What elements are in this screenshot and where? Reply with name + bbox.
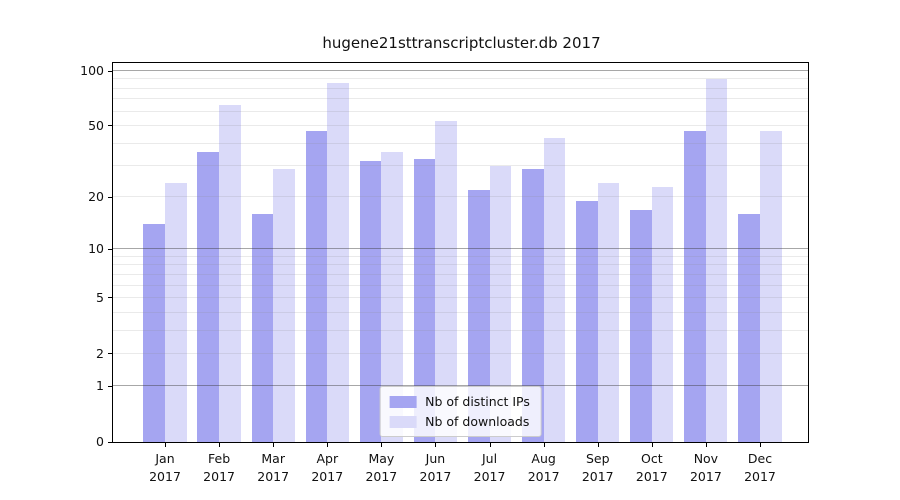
x-tick-label-12: Dec 2017	[744, 451, 776, 484]
y-tick-mark-0	[108, 441, 112, 443]
legend: Nb of distinct IPs Nb of downloads	[379, 386, 542, 437]
gridline-minor-70	[113, 98, 808, 100]
x-tick-mark-4	[327, 443, 329, 447]
bar-dec-2017-s1	[759, 130, 782, 442]
x-tick-mark-1	[165, 443, 166, 447]
x-tick-label-2: Feb 2017	[203, 451, 235, 484]
y-tick-label-1: 1	[96, 378, 104, 394]
x-tick-mark-5	[381, 443, 383, 447]
bar-oct-2017-s1	[651, 186, 674, 442]
bar-feb-2017-s1	[219, 105, 241, 442]
gridline-minor-90	[113, 78, 808, 80]
bar-jan-2017-s0	[143, 224, 165, 442]
bar-jun-2017-s0	[413, 158, 436, 442]
x-tick-mark-9	[597, 443, 599, 447]
bar-aug-2017-s0	[522, 168, 544, 442]
bar-nov-2017-s0	[684, 130, 706, 442]
bar-jan-2017-s1	[165, 183, 187, 442]
gridline-minor-60	[113, 110, 808, 112]
bar-oct-2017-s0	[630, 209, 652, 442]
gridline-minor-8	[113, 264, 808, 266]
y-tick-label-100: 100	[80, 63, 104, 79]
gridline-minor-40	[113, 142, 808, 144]
x-tick-mark-8	[543, 443, 545, 447]
y-tick-label-10: 10	[88, 241, 104, 257]
gridline-minor-80	[113, 87, 808, 89]
bar-apr-2017-s0	[305, 130, 328, 442]
x-tick-label-10: Oct 2017	[635, 451, 668, 484]
bar-may-2017-s1	[381, 151, 403, 442]
x-tick-mark-12	[759, 443, 761, 447]
y-tick-mark-5	[108, 297, 112, 299]
bar-nov-2017-s1	[705, 79, 728, 442]
bar-apr-2017-s1	[327, 83, 349, 442]
y-tick-label-2: 2	[96, 345, 104, 361]
legend-label-downloads: Nb of downloads	[425, 414, 530, 429]
gridline-minor-4	[113, 311, 808, 313]
y-tick-label-50: 50	[88, 117, 104, 133]
bar-jul-2017-s0	[467, 189, 490, 442]
gridline-minor-3	[113, 329, 808, 331]
gridline-minor-7	[113, 273, 808, 275]
gridline-major-100	[113, 70, 808, 72]
legend-swatch-distinct-ips	[389, 395, 417, 408]
x-tick-mark-10	[651, 443, 653, 447]
legend-label-distinct-ips: Nb of distinct IPs	[425, 394, 530, 409]
bar-mar-2017-s0	[251, 214, 274, 442]
bar-may-2017-s0	[359, 160, 382, 442]
y-tick-label-20: 20	[88, 189, 104, 205]
x-tick-mark-3	[273, 443, 275, 447]
gridline-minor-6	[113, 284, 808, 286]
bar-mar-2017-s1	[273, 168, 295, 442]
x-tick-label-11: Nov 2017	[689, 451, 722, 484]
y-tick-mark-100	[108, 70, 112, 72]
x-tick-mark-2	[219, 443, 221, 447]
bar-dec-2017-s0	[738, 214, 760, 442]
gridline-minor-5	[113, 296, 808, 298]
y-tick-label-0: 0	[96, 434, 104, 449]
bar-jun-2017-s1	[435, 121, 458, 442]
x-tick-label-9: Sep 2017	[581, 451, 614, 484]
x-tick-label-4: Apr 2017	[311, 451, 344, 484]
legend-item-distinct-ips: Nb of distinct IPs	[389, 394, 530, 409]
gridline-major-1	[113, 385, 808, 387]
gridline-minor-20	[113, 196, 808, 198]
bar-sep-2017-s1	[597, 183, 620, 442]
gridline-minor-30	[113, 164, 808, 166]
bar-aug-2017-s1	[543, 137, 566, 442]
x-tick-label-8: Aug 2017	[527, 451, 560, 484]
y-tick-mark-20	[108, 196, 112, 198]
bar-feb-2017-s0	[197, 151, 220, 442]
x-tick-label-1: Jan 2017	[149, 451, 181, 484]
x-tick-label-6: Jun 2017	[419, 451, 452, 484]
legend-item-downloads: Nb of downloads	[389, 414, 530, 429]
gridline-minor-2	[113, 352, 808, 354]
y-tick-mark-50	[108, 125, 112, 127]
chart-title: hugene21sttranscriptcluster.db 2017	[322, 34, 601, 52]
y-tick-mark-10	[108, 248, 112, 250]
y-tick-mark-1	[108, 385, 112, 387]
gridline-minor-9	[113, 255, 808, 257]
x-tick-mark-11	[705, 443, 707, 447]
x-tick-mark-7	[489, 443, 491, 447]
gridline-major-10	[113, 248, 808, 250]
y-tick-mark-2	[108, 353, 112, 355]
x-tick-label-7: Jul 2017	[473, 451, 506, 484]
bar-jul-2017-s1	[489, 165, 512, 442]
x-tick-mark-6	[435, 443, 437, 447]
bar-sep-2017-s0	[576, 201, 598, 442]
y-tick-label-5: 5	[96, 289, 104, 305]
x-tick-label-3: Mar 2017	[257, 451, 290, 484]
plot-area: Nb of distinct IPs Nb of downloads	[112, 62, 809, 443]
legend-swatch-downloads	[389, 415, 417, 428]
x-tick-label-5: May 2017	[365, 451, 398, 484]
gridline-minor-50	[113, 124, 808, 126]
